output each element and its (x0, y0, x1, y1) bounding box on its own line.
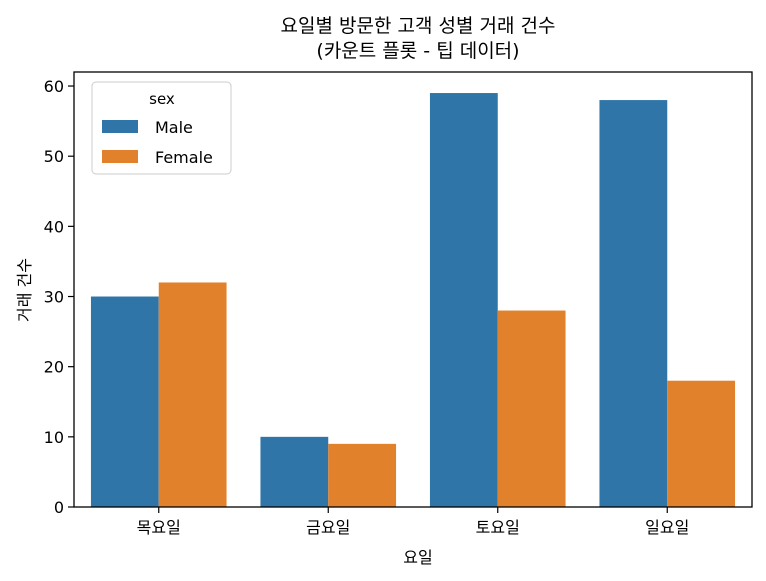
bar-male-1 (260, 436, 329, 507)
legend-label-male: Male (155, 118, 193, 137)
x-tick-label: 토요일 (476, 518, 520, 537)
y-axis-ticks: 0 10 20 30 40 50 60 (44, 77, 74, 517)
plot-frame (73, 71, 753, 508)
legend: sex Male Female (91, 81, 232, 175)
chart-title-line2: (카운트 플롯 - 팁 데이터) (316, 40, 519, 62)
legend-swatch-female (102, 150, 138, 163)
y-tick-label: 30 (44, 288, 64, 307)
x-axis-label: 요일 (403, 548, 432, 567)
legend-title: sex (149, 90, 175, 108)
bar-female-0 (158, 282, 227, 507)
x-tick-label: 목요일 (137, 518, 181, 537)
y-tick-label: 20 (44, 358, 64, 377)
y-tick-label: 50 (44, 147, 64, 166)
bar-male-0 (90, 296, 159, 507)
legend-swatch-male (102, 120, 138, 133)
y-tick-label: 40 (44, 217, 64, 236)
bar-female-2 (497, 310, 566, 507)
x-tick-label: 일요일 (645, 518, 689, 537)
legend-label-female: Female (155, 148, 213, 167)
bar-male-2 (429, 93, 498, 507)
bars-group (90, 93, 736, 507)
y-tick-label: 10 (44, 428, 64, 447)
x-axis-ticks: 목요일 금요일 토요일 일요일 (137, 507, 689, 537)
y-axis-label: 거래 건수 (15, 258, 34, 322)
bar-female-3 (667, 380, 736, 507)
bar-male-3 (599, 100, 668, 507)
chart-title-line1: 요일별 방문한 고객 성별 거래 건수 (281, 15, 556, 37)
y-tick-label: 60 (44, 77, 64, 96)
bar-female-1 (328, 443, 397, 507)
y-tick-label: 0 (54, 498, 64, 517)
x-tick-label: 금요일 (306, 518, 350, 537)
